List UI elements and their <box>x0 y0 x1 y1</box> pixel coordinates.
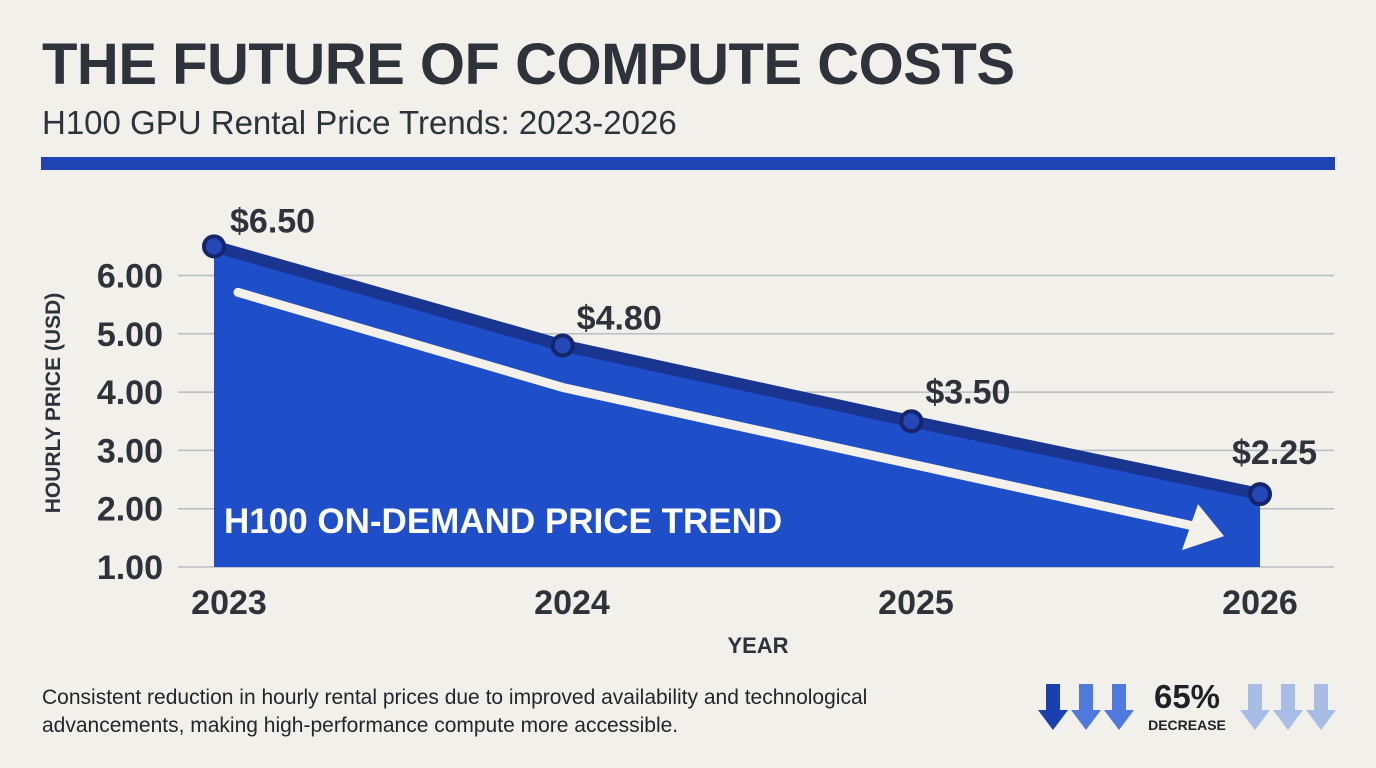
data-label: $4.80 <box>577 299 662 337</box>
price-chart: 1.00 2.00 3.00 4.00 5.00 6.00 HOURLY PRICE (U… <box>42 202 1334 658</box>
y-tick-labels: 1.00 2.00 3.00 4.00 5.00 6.00 <box>97 258 163 588</box>
page-title: THE FUTURE OF COMPUTE COSTS <box>42 32 1015 97</box>
y-tick-label: 2.00 <box>97 491 163 529</box>
x-tick-labels: 2023 2024 2025 2026 <box>191 584 1298 622</box>
y-tick-label: 1.00 <box>97 549 163 587</box>
data-label: $2.25 <box>1232 434 1317 472</box>
down-arrow-icon <box>1071 684 1101 730</box>
x-tick-label: 2024 <box>534 584 610 622</box>
data-point <box>202 234 226 259</box>
y-tick-label: 5.00 <box>97 316 163 354</box>
footnote: Consistent reduction in hourly rental pr… <box>42 686 868 737</box>
decrease-value: 65% <box>1153 678 1221 715</box>
y-tick-label: 3.00 <box>97 432 163 470</box>
data-label: $3.50 <box>925 373 1010 411</box>
down-arrow-icon <box>1038 684 1068 730</box>
series-line <box>212 240 1262 500</box>
x-tick-label: 2023 <box>191 584 267 622</box>
down-arrow-icon <box>1240 684 1270 730</box>
x-tick-label: 2025 <box>878 584 954 622</box>
down-arrow-icon <box>1273 684 1303 730</box>
x-axis-label: YEAR <box>727 633 788 658</box>
data-point <box>550 333 575 358</box>
y-axis-label: HOURLY PRICE (USD) <box>42 293 65 514</box>
title-rule <box>41 157 1335 170</box>
y-tick-label: 6.00 <box>97 258 163 296</box>
trend-arrow-shaft <box>233 287 1199 531</box>
down-arrows-faded-icon <box>1240 684 1336 730</box>
decrease-label: DECREASE <box>1148 717 1226 733</box>
area-label: H100 ON-DEMAND PRICE TREND <box>224 502 782 541</box>
decrease-badge: 65% DECREASE <box>1036 680 1338 736</box>
x-tick-label: 2026 <box>1222 584 1298 622</box>
data-label: $6.50 <box>230 202 315 240</box>
series-marks: $6.50 $4.80 $3.50 $2.25 <box>202 202 1317 507</box>
data-point <box>1248 482 1272 507</box>
trend-arrowhead <box>1182 504 1224 551</box>
data-point <box>899 409 924 434</box>
down-arrow-icon <box>1306 684 1336 730</box>
y-tick-label: 4.00 <box>97 374 163 412</box>
down-arrows-icon <box>1038 684 1134 730</box>
page-subtitle: H100 GPU Rental Price Trends: 2023-2026 <box>42 104 677 141</box>
down-arrow-icon <box>1104 684 1134 730</box>
